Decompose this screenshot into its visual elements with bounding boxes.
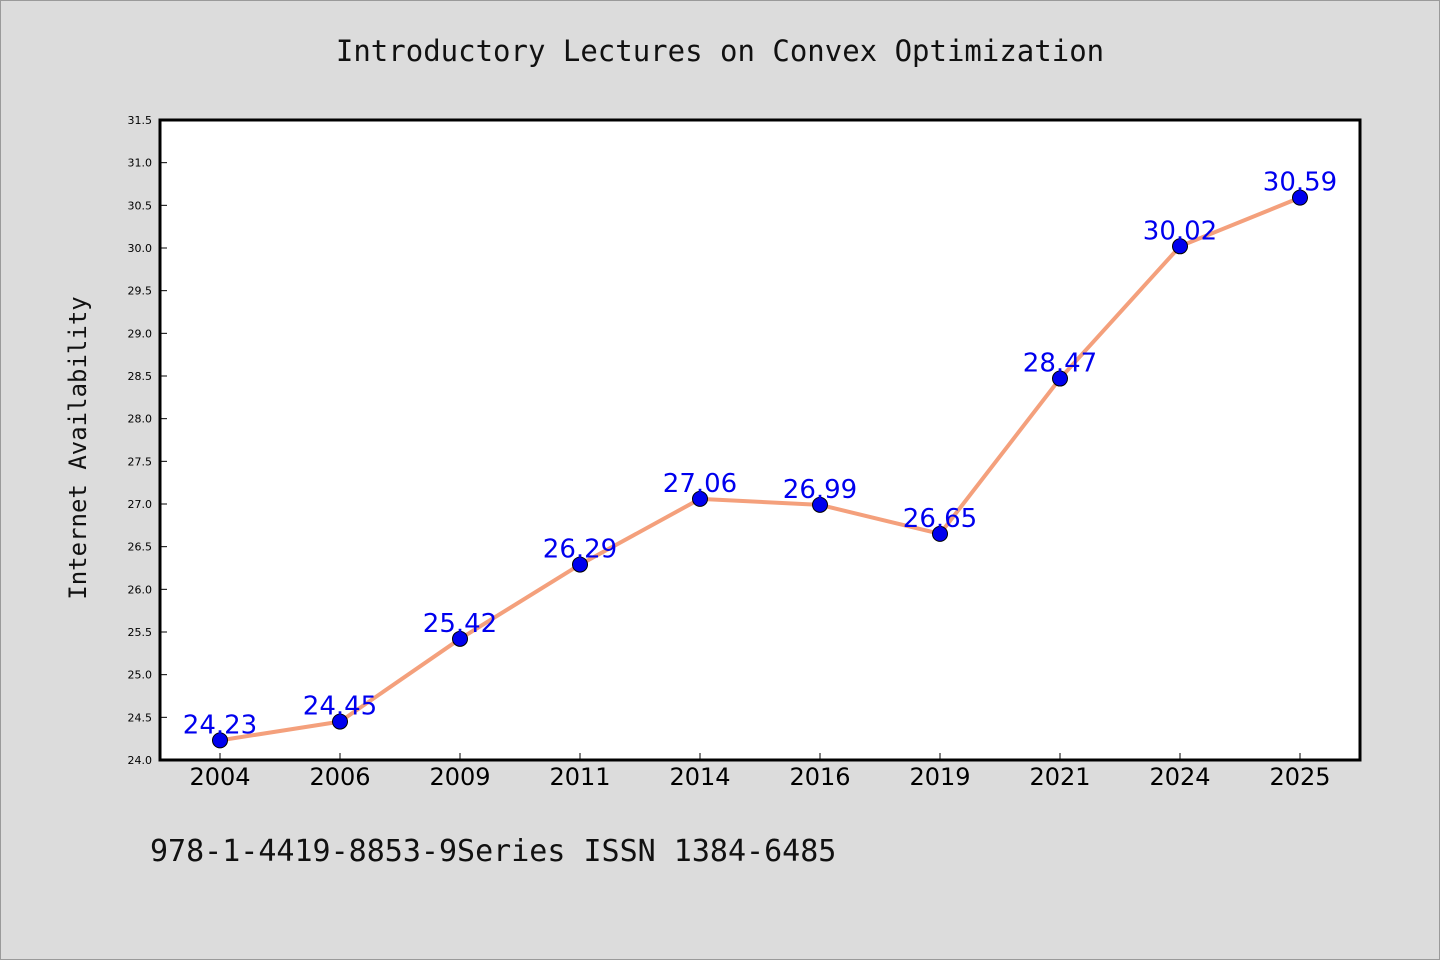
y-tick-label: 28.0 (128, 413, 153, 426)
data-points (212, 189, 1308, 749)
y-tick-label: 26.5 (128, 541, 153, 554)
data-label: 28.47 (1023, 349, 1097, 379)
y-tick-label: 30.0 (128, 242, 153, 255)
x-tick-label: 2024 (1149, 763, 1210, 791)
data-label: 26.29 (543, 535, 617, 565)
data-point (1292, 189, 1308, 206)
x-tick-label: 2019 (909, 763, 970, 791)
x-tick-label: 2011 (549, 763, 610, 791)
data-labels: 24.23 24.45 25.42 26.29 27.06 26.99 26.65 28.47… (183, 168, 1337, 741)
y-tick-label: 25.5 (128, 626, 153, 639)
isbn-caption: 978-1-4419-8853-9Series ISSN 1384-6485 (150, 834, 837, 869)
data-point (812, 496, 828, 513)
y-tick-label: 25.0 (128, 669, 153, 682)
y-tick-label: 27.0 (128, 498, 153, 511)
x-tick-label: 2004 (189, 763, 250, 791)
data-point (932, 525, 948, 542)
data-label: 30.59 (1263, 168, 1337, 198)
data-label: 26.65 (903, 504, 977, 534)
series-line (219, 195, 1301, 743)
y-axis: 24.0 24.5 25.0 25.5 26.0 26.5 27.0 27.5 28.0 28.5… (128, 114, 167, 767)
plot-area (158, 118, 1362, 762)
data-label: 30.02 (1143, 216, 1217, 246)
y-tick-label: 31.5 (128, 114, 153, 127)
chart-title: Introductory Lectures on Convex Optimiza… (335, 34, 1105, 68)
y-tick-label: 26.0 (128, 583, 153, 596)
data-point (1172, 238, 1188, 255)
y-axis-label: Internet Availability (64, 296, 92, 599)
y-tick-label: 31.0 (128, 157, 153, 170)
x-tick-label: 2025 (1269, 763, 1330, 791)
y-tick-label: 29.5 (128, 285, 153, 298)
y-tick-label: 29.0 (128, 327, 153, 340)
data-label: 27.06 (663, 469, 737, 499)
data-point (452, 630, 468, 647)
x-tick-label: 2016 (789, 763, 850, 791)
y-tick-label: 27.5 (128, 455, 153, 468)
x-tick-label: 2006 (309, 763, 370, 791)
y-tick-label: 28.5 (128, 370, 153, 383)
x-tick-label: 2009 (429, 763, 490, 791)
x-tick-label: 2021 (1029, 763, 1090, 791)
y-tick-label: 24.0 (128, 754, 153, 767)
data-point (572, 556, 588, 573)
data-point (1052, 370, 1068, 387)
data-label: 24.45 (303, 692, 377, 722)
data-label: 24.23 (183, 710, 257, 740)
x-tick-label: 2014 (669, 763, 730, 791)
x-axis: 2004 2006 2009 2011 2014 2016 2019 2021 2024 2025 (189, 753, 1331, 791)
data-point (212, 732, 228, 749)
data-point (332, 713, 348, 730)
y-tick-label: 30.5 (128, 199, 153, 212)
y-tick-label: 24.5 (128, 711, 153, 724)
data-label: 26.99 (783, 475, 857, 505)
data-point (692, 490, 708, 507)
data-label: 25.42 (423, 609, 497, 639)
